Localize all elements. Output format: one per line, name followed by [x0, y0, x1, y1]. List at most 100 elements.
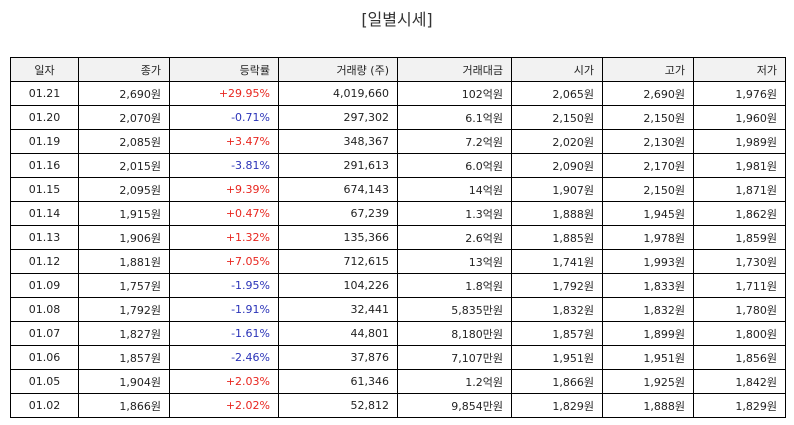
- amount-cell: 1.3억원: [397, 201, 512, 226]
- high-cell: 1,832원: [602, 297, 694, 322]
- high-cell: 2,150원: [602, 177, 694, 202]
- date-cell: 01.02: [10, 393, 79, 418]
- volume-cell: 712,615: [278, 249, 398, 274]
- open-cell: 1,907원: [511, 177, 603, 202]
- volume-cell: 674,143: [278, 177, 398, 202]
- column-header-amount: 거래대금: [397, 57, 512, 82]
- amount-cell: 102억원: [397, 81, 512, 106]
- close-cell: 1,857원: [78, 345, 170, 370]
- high-cell: 1,945원: [602, 201, 694, 226]
- close-cell: 2,095원: [78, 177, 170, 202]
- open-cell: 1,741원: [511, 249, 603, 274]
- table-row: 01.05 1,904원 +2.03% 61,346 1.2억원 1,866원 1,925원…: [10, 369, 786, 394]
- open-cell: 1,885원: [511, 225, 603, 250]
- close-cell: 1,881원: [78, 249, 170, 274]
- date-cell: 01.07: [10, 321, 79, 346]
- low-cell: 1,976원: [693, 81, 786, 106]
- open-cell: 1,951원: [511, 345, 603, 370]
- amount-cell: 1.8억원: [397, 273, 512, 298]
- amount-cell: 14억원: [397, 177, 512, 202]
- close-cell: 2,070원: [78, 105, 170, 130]
- high-cell: 1,978원: [602, 225, 694, 250]
- close-cell: 1,915원: [78, 201, 170, 226]
- close-cell: 2,690원: [78, 81, 170, 106]
- change-cell: +9.39%: [169, 177, 279, 202]
- table-row: 01.15 2,095원 +9.39% 674,143 14억원 1,907원 2,150원…: [10, 177, 786, 202]
- change-cell: -3.81%: [169, 153, 279, 178]
- open-cell: 2,090원: [511, 153, 603, 178]
- date-cell: 01.09: [10, 273, 79, 298]
- low-cell: 1,989원: [693, 129, 786, 154]
- date-cell: 01.20: [10, 105, 79, 130]
- change-cell: +2.02%: [169, 393, 279, 418]
- table-row: 01.14 1,915원 +0.47% 67,239 1.3억원 1,888원 1,945원…: [10, 201, 786, 226]
- low-cell: 1,730원: [693, 249, 786, 274]
- low-cell: 1,780원: [693, 297, 786, 322]
- page-title: [일별시세]: [361, 10, 433, 29]
- high-cell: 1,951원: [602, 345, 694, 370]
- volume-cell: 135,366: [278, 225, 398, 250]
- column-header-change: 등락률: [169, 57, 279, 82]
- close-cell: 2,085원: [78, 129, 170, 154]
- close-cell: 2,015원: [78, 153, 170, 178]
- close-cell: 1,792원: [78, 297, 170, 322]
- date-cell: 01.05: [10, 369, 79, 394]
- column-header-date: 일자: [10, 57, 79, 82]
- column-header-close: 종가: [78, 57, 170, 82]
- open-cell: 1,829원: [511, 393, 603, 418]
- change-cell: +29.95%: [169, 81, 279, 106]
- high-cell: 1,925원: [602, 369, 694, 394]
- high-cell: 2,170원: [602, 153, 694, 178]
- volume-cell: 61,346: [278, 369, 398, 394]
- date-cell: 01.15: [10, 177, 79, 202]
- high-cell: 2,130원: [602, 129, 694, 154]
- volume-cell: 32,441: [278, 297, 398, 322]
- amount-cell: 2.6억원: [397, 225, 512, 250]
- table-header-row: 일자 종가 등락률 거래량 (주) 거래대금 시가 고가 저가: [10, 57, 786, 82]
- date-cell: 01.19: [10, 129, 79, 154]
- low-cell: 1,711원: [693, 273, 786, 298]
- amount-cell: 7.2억원: [397, 129, 512, 154]
- date-cell: 01.16: [10, 153, 79, 178]
- volume-cell: 44,801: [278, 321, 398, 346]
- close-cell: 1,906원: [78, 225, 170, 250]
- amount-cell: 5,835만원: [397, 297, 512, 322]
- close-cell: 1,757원: [78, 273, 170, 298]
- table-row: 01.06 1,857원 -2.46% 37,876 7,107만원 1,951원 1,95…: [10, 345, 786, 370]
- volume-cell: 67,239: [278, 201, 398, 226]
- table-row: 01.09 1,757원 -1.95% 104,226 1.8억원 1,792원 1,833…: [10, 273, 786, 298]
- change-cell: -2.46%: [169, 345, 279, 370]
- date-cell: 01.21: [10, 81, 79, 106]
- column-header-open: 시가: [511, 57, 603, 82]
- open-cell: 2,020원: [511, 129, 603, 154]
- date-cell: 01.06: [10, 345, 79, 370]
- change-cell: +2.03%: [169, 369, 279, 394]
- table-row: 01.12 1,881원 +7.05% 712,615 13억원 1,741원 1,993원…: [10, 249, 786, 274]
- table-row: 01.21 2,690원 +29.95% 4,019,660 102억원 2,065원 2,…: [10, 81, 786, 106]
- open-cell: 1,888원: [511, 201, 603, 226]
- table-row: 01.08 1,792원 -1.91% 32,441 5,835만원 1,832원 1,83…: [10, 297, 786, 322]
- daily-price-table: 일자 종가 등락률 거래량 (주) 거래대금 시가 고가 저가 01.21 2,6…: [10, 57, 786, 418]
- low-cell: 1,800원: [693, 321, 786, 346]
- table-row: 01.20 2,070원 -0.71% 297,302 6.1억원 2,150원 2,150…: [10, 105, 786, 130]
- close-cell: 1,904원: [78, 369, 170, 394]
- change-cell: -0.71%: [169, 105, 279, 130]
- open-cell: 1,866원: [511, 369, 603, 394]
- volume-cell: 104,226: [278, 273, 398, 298]
- low-cell: 1,981원: [693, 153, 786, 178]
- low-cell: 1,842원: [693, 369, 786, 394]
- close-cell: 1,827원: [78, 321, 170, 346]
- low-cell: 1,960원: [693, 105, 786, 130]
- table-row: 01.16 2,015원 -3.81% 291,613 6.0억원 2,090원 2,170…: [10, 153, 786, 178]
- amount-cell: 6.1억원: [397, 105, 512, 130]
- high-cell: 2,150원: [602, 105, 694, 130]
- open-cell: 2,150원: [511, 105, 603, 130]
- amount-cell: 8,180만원: [397, 321, 512, 346]
- column-header-high: 고가: [602, 57, 694, 82]
- volume-cell: 297,302: [278, 105, 398, 130]
- open-cell: 1,857원: [511, 321, 603, 346]
- low-cell: 1,859원: [693, 225, 786, 250]
- low-cell: 1,829원: [693, 393, 786, 418]
- table-row: 01.19 2,085원 +3.47% 348,367 7.2억원 2,020원 2,130…: [10, 129, 786, 154]
- high-cell: 1,993원: [602, 249, 694, 274]
